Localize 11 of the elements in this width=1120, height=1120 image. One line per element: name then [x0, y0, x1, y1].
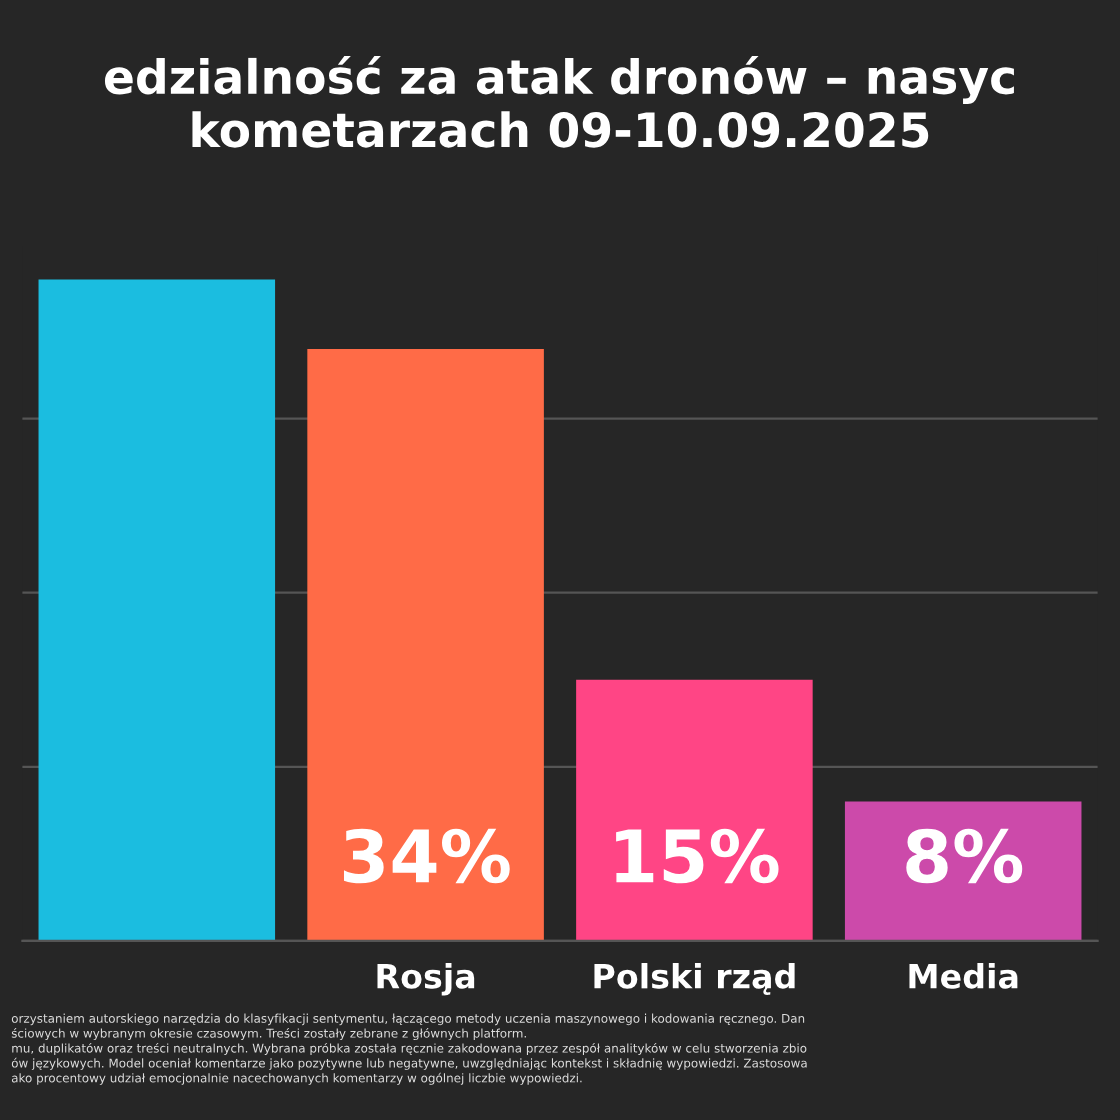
- bar: [307, 349, 544, 941]
- bar: [38, 279, 276, 941]
- x-tick-label: Media: [909, 963, 1018, 989]
- bar: [576, 679, 813, 941]
- chart-title: edzialność za atak dronów – nasyc kometarzach 09-10.09.2025: [104, 56, 1014, 148]
- data-label: 34%: [343, 828, 510, 884]
- x-tick-label: Rosja: [377, 963, 475, 996]
- x-tick-label: Polski rząd: [594, 963, 795, 995]
- data-label: 8%: [906, 828, 1023, 884]
- bar: [844, 801, 1082, 941]
- data-label: 15%: [616, 828, 779, 884]
